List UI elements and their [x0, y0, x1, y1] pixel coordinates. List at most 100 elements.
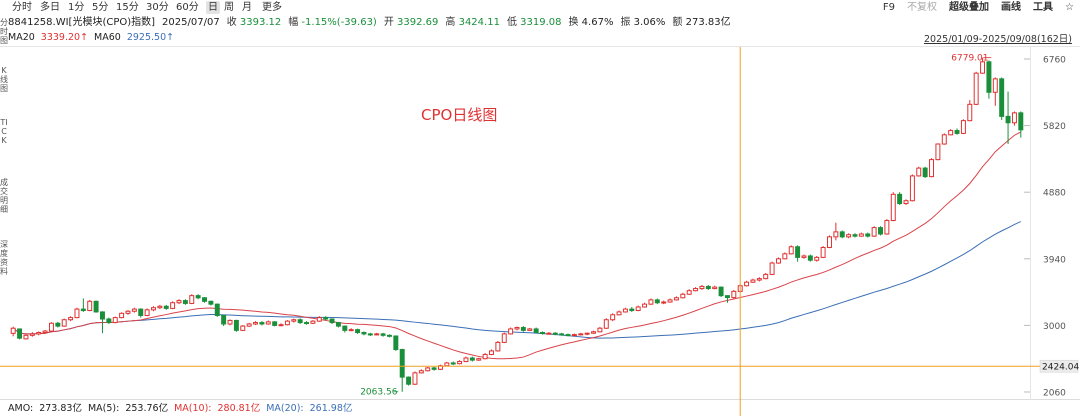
- candle-body-158[interactable]: [1018, 112, 1024, 131]
- candle-body-146[interactable]: [941, 134, 947, 145]
- candle-body-98[interactable]: [635, 306, 641, 312]
- candle-body-64[interactable]: [418, 370, 424, 374]
- candle-body-111[interactable]: [718, 286, 724, 297]
- candle-body-124[interactable]: [801, 255, 807, 258]
- candle-body-3[interactable]: [29, 333, 35, 336]
- candle-body-57[interactable]: [374, 333, 380, 336]
- candle-body-151[interactable]: [973, 72, 979, 105]
- candle-body-141[interactable]: [909, 175, 915, 202]
- candle-body-99[interactable]: [642, 303, 648, 308]
- candle-body-30[interactable]: [202, 297, 207, 302]
- candle-body-137[interactable]: [884, 220, 890, 235]
- side-tab-0[interactable]: 分时图: [0, 18, 8, 45]
- side-tab-3[interactable]: 成交明细: [0, 178, 8, 214]
- candle-body-72[interactable]: [469, 357, 475, 361]
- candle-body-52[interactable]: [342, 325, 348, 331]
- period-tab-9[interactable]: 月: [242, 2, 252, 13]
- candle-body-110[interactable]: [712, 286, 718, 290]
- candle-body-45[interactable]: [297, 319, 303, 324]
- period-tab-5[interactable]: 30分: [146, 2, 169, 13]
- candle-body-115[interactable]: [744, 281, 750, 287]
- candle-body-6[interactable]: [48, 322, 54, 332]
- candle-body-154[interactable]: [992, 78, 998, 93]
- candle-body-32[interactable]: [214, 303, 220, 316]
- candle-body-71[interactable]: [463, 357, 469, 363]
- candle-body-59[interactable]: [386, 334, 392, 337]
- candle-body-69[interactable]: [450, 362, 456, 365]
- candle-body-13[interactable]: [93, 300, 99, 313]
- candle-body-140[interactable]: [903, 200, 909, 205]
- candle-body-23[interactable]: [157, 305, 163, 309]
- candle-body-53[interactable]: [348, 329, 354, 332]
- candle-body-20[interactable]: [138, 308, 144, 316]
- candle-body-136[interactable]: [878, 227, 883, 235]
- candle-body-15[interactable]: [106, 318, 112, 324]
- candle-body-145[interactable]: [935, 143, 941, 161]
- candle-body-39[interactable]: [259, 322, 265, 325]
- candle-body-84[interactable]: [546, 332, 552, 335]
- candle-body-150[interactable]: [967, 103, 973, 122]
- candle-body-133[interactable]: [858, 233, 864, 237]
- candle-body-40[interactable]: [265, 321, 271, 325]
- candle-body-0[interactable]: [10, 327, 16, 334]
- candle-body-47[interactable]: [310, 320, 316, 324]
- candle-body-88[interactable]: [571, 334, 577, 337]
- candle-body-1[interactable]: [17, 328, 23, 339]
- date-range-label[interactable]: 2025/01/09-2025/09/08(162日): [924, 34, 1072, 45]
- candle-body-107[interactable]: [693, 288, 699, 292]
- period-tab-10[interactable]: 更多: [262, 2, 282, 13]
- candle-body-37[interactable]: [246, 323, 252, 327]
- candle-body-24[interactable]: [163, 305, 169, 309]
- candle-body-95[interactable]: [616, 311, 622, 316]
- period-tab-6[interactable]: 60分: [176, 2, 199, 13]
- candle-body-29[interactable]: [195, 295, 201, 299]
- candle-body-62[interactable]: [406, 376, 412, 385]
- candle-body-75[interactable]: [489, 350, 494, 355]
- candle-body-109[interactable]: [705, 285, 711, 290]
- candle-body-70[interactable]: [457, 361, 463, 365]
- candle-body-135[interactable]: [871, 227, 877, 237]
- candle-body-147[interactable]: [948, 130, 954, 136]
- period-tab-4[interactable]: 15分: [116, 2, 139, 13]
- candle-body-17[interactable]: [119, 312, 125, 319]
- candle-body-91[interactable]: [591, 331, 597, 334]
- star-icon[interactable]: ☆: [1065, 2, 1074, 13]
- candle-body-101[interactable]: [654, 299, 660, 304]
- candle-body-142[interactable]: [916, 167, 922, 177]
- candle-body-55[interactable]: [361, 331, 367, 335]
- candle-body-153[interactable]: [986, 61, 992, 93]
- candle-body-19[interactable]: [131, 308, 137, 312]
- f9-button[interactable]: F9: [882, 2, 896, 13]
- candle-body-102[interactable]: [661, 301, 667, 304]
- candle-body-11[interactable]: [80, 308, 86, 312]
- candle-body-113[interactable]: [731, 290, 737, 299]
- candle-body-25[interactable]: [170, 302, 176, 309]
- candle-body-143[interactable]: [922, 167, 928, 178]
- period-tab-3[interactable]: 5分: [92, 2, 109, 13]
- candle-body-61[interactable]: [399, 348, 405, 378]
- candle-body-118[interactable]: [763, 273, 769, 280]
- candle-body-43[interactable]: [284, 320, 290, 326]
- candle-body-97[interactable]: [629, 308, 635, 312]
- candle-body-126[interactable]: [814, 256, 820, 261]
- candle-body-112[interactable]: [724, 295, 730, 299]
- candle-body-18[interactable]: [125, 310, 131, 314]
- candle-body-7[interactable]: [55, 322, 61, 327]
- candle-body-105[interactable]: [680, 293, 686, 299]
- candle-body-27[interactable]: [182, 300, 188, 304]
- candle-body-116[interactable]: [750, 279, 756, 283]
- candle-body-130[interactable]: [839, 231, 845, 238]
- candle-body-28[interactable]: [189, 295, 195, 304]
- draw-line-button[interactable]: 画线: [1001, 2, 1022, 13]
- candle-body-63[interactable]: [412, 372, 418, 385]
- candle-body-157[interactable]: [1011, 112, 1017, 124]
- candle-body-125[interactable]: [807, 255, 813, 261]
- candle-body-65[interactable]: [425, 367, 431, 372]
- candle-body-60[interactable]: [393, 335, 399, 350]
- candle-body-139[interactable]: [897, 193, 903, 205]
- candle-body-73[interactable]: [476, 358, 482, 361]
- candle-body-12[interactable]: [87, 300, 93, 312]
- tools-button[interactable]: 工具: [1033, 2, 1054, 13]
- candle-body-94[interactable]: [610, 314, 616, 321]
